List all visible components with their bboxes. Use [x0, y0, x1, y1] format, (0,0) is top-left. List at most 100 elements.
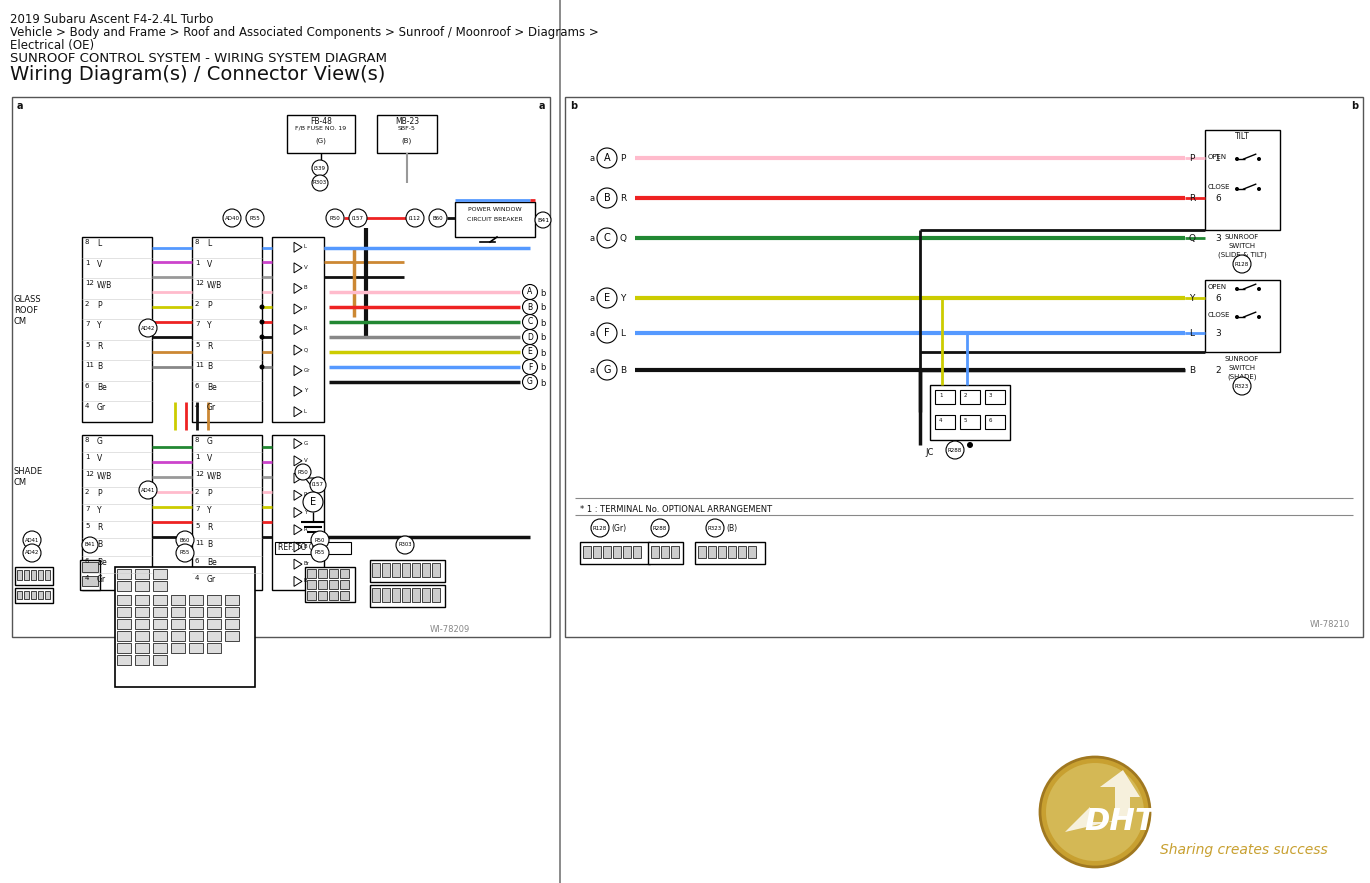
Bar [25, 570, 29, 580]
Circle shape [597, 323, 617, 343]
Bar [225, 619, 238, 629]
Text: B41: B41 [85, 542, 96, 547]
Text: AD42: AD42 [25, 550, 40, 555]
Text: a: a [590, 194, 595, 203]
Circle shape [597, 188, 617, 208]
Bar [32, 591, 36, 599]
Text: ROOF: ROOF [14, 306, 38, 315]
Text: Q: Q [304, 347, 308, 352]
Circle shape [1234, 157, 1238, 161]
Circle shape [138, 319, 158, 337]
Bar [329, 569, 338, 578]
Polygon shape [295, 473, 301, 483]
Text: 2: 2 [85, 301, 89, 306]
Text: 7: 7 [195, 506, 200, 512]
Text: Gr: Gr [97, 575, 105, 584]
Bar [564, 97, 1363, 637]
Bar [748, 546, 756, 558]
Bar [422, 563, 430, 577]
Text: B60: B60 [433, 215, 444, 221]
Bar [612, 546, 621, 558]
Circle shape [82, 537, 99, 553]
Text: 11: 11 [85, 362, 95, 368]
Bar [593, 546, 601, 558]
Polygon shape [295, 559, 301, 570]
Text: B: B [304, 475, 308, 480]
Polygon shape [306, 478, 321, 488]
Bar [985, 415, 1006, 429]
Bar [934, 390, 955, 404]
Text: 4: 4 [85, 404, 89, 410]
Text: P: P [304, 493, 307, 497]
Text: DHT: DHT [1084, 807, 1156, 836]
Text: L: L [97, 239, 101, 248]
Bar [153, 607, 167, 617]
Circle shape [522, 344, 537, 359]
Text: 3: 3 [1215, 234, 1221, 243]
Text: (SHADE): (SHADE) [1228, 374, 1256, 381]
Text: 12: 12 [195, 280, 204, 286]
Text: SHADE: SHADE [14, 467, 42, 476]
Text: 4: 4 [195, 404, 200, 410]
Bar [136, 643, 149, 653]
Text: B: B [97, 540, 103, 549]
Text: 2: 2 [1215, 366, 1221, 375]
Bar [153, 643, 167, 653]
Text: 4: 4 [938, 418, 943, 423]
Circle shape [312, 175, 327, 191]
Bar [116, 631, 132, 641]
Text: P: P [621, 154, 625, 163]
Bar [370, 560, 445, 582]
Text: SUNROOF CONTROL SYSTEM - WIRING SYSTEM DIAGRAM: SUNROOF CONTROL SYSTEM - WIRING SYSTEM D… [10, 52, 386, 65]
Text: R50: R50 [330, 215, 340, 221]
Circle shape [303, 492, 323, 512]
Text: 2: 2 [85, 488, 89, 494]
Text: 8: 8 [195, 239, 200, 245]
Bar [153, 595, 167, 605]
Text: B: B [1189, 366, 1195, 375]
Circle shape [522, 284, 537, 299]
Text: P: P [1189, 154, 1195, 163]
Text: i157: i157 [352, 215, 364, 221]
Text: B: B [304, 285, 308, 291]
Circle shape [175, 531, 195, 549]
Text: 6: 6 [1215, 194, 1221, 203]
Bar [1206, 130, 1280, 230]
Text: V: V [304, 457, 308, 463]
Text: 12: 12 [85, 472, 95, 478]
Bar [136, 619, 149, 629]
Text: b: b [540, 304, 545, 313]
Bar [382, 588, 390, 602]
Polygon shape [295, 366, 301, 375]
Text: JC: JC [925, 448, 933, 457]
Text: 4: 4 [85, 575, 89, 581]
Bar [412, 563, 421, 577]
Text: L: L [621, 329, 625, 338]
Text: R: R [522, 304, 527, 313]
Text: 6: 6 [195, 557, 200, 563]
Text: 6: 6 [85, 383, 89, 389]
Text: 8: 8 [85, 437, 89, 443]
Text: B: B [207, 362, 212, 372]
Text: G: G [97, 437, 103, 446]
Text: V: V [207, 454, 212, 464]
Text: OPEN: OPEN [1208, 154, 1228, 160]
Circle shape [311, 531, 329, 549]
Text: a: a [590, 329, 595, 338]
Bar [189, 643, 203, 653]
Bar [671, 546, 680, 558]
Text: 5: 5 [85, 523, 89, 529]
Circle shape [947, 441, 964, 459]
Text: (B): (B) [401, 137, 412, 144]
Circle shape [429, 209, 447, 227]
Bar [432, 563, 440, 577]
Text: R: R [304, 527, 308, 532]
Bar [225, 631, 238, 641]
Text: B: B [304, 544, 308, 549]
Text: 2: 2 [195, 488, 200, 494]
Text: Y: Y [207, 506, 211, 515]
Text: POWER WINDOW: POWER WINDOW [469, 207, 522, 212]
Circle shape [259, 305, 264, 310]
Text: TILT: TILT [1234, 132, 1249, 141]
Text: C: C [604, 233, 611, 243]
